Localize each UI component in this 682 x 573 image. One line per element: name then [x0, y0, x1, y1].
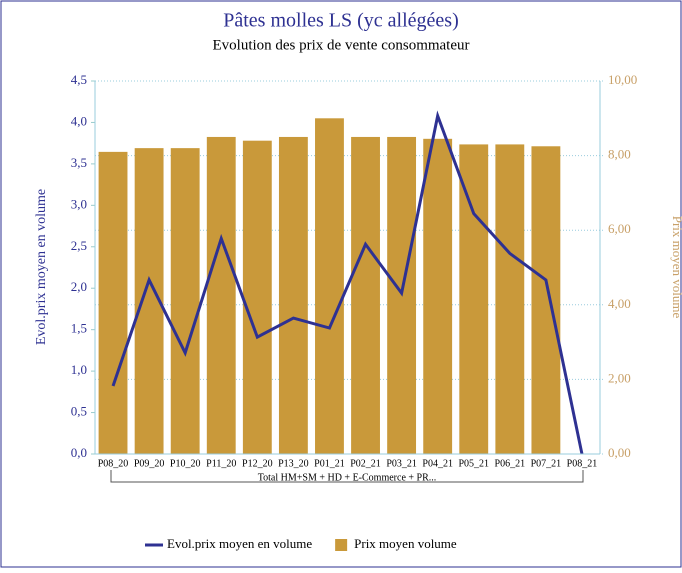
y-tick-label: 3,5 — [71, 155, 87, 170]
x-tick-label: P09_20 — [134, 458, 165, 469]
legend-label: Prix moyen volume — [354, 536, 457, 551]
y2-tick-label: 4,00 — [608, 296, 631, 311]
x-tick-label: P04_21 — [422, 458, 453, 469]
chart-subtitle: Evolution des prix de vente consommateur — [212, 37, 469, 53]
bar — [531, 146, 561, 454]
y-tick-label: 3,0 — [71, 196, 87, 211]
x-tick-label: P07_21 — [531, 458, 562, 469]
bar — [278, 136, 308, 454]
x-tick-label: P03_21 — [386, 458, 417, 469]
y2-tick-label: 0,00 — [608, 445, 631, 460]
bar — [315, 118, 344, 455]
x-tick-label: P08_21 — [567, 458, 598, 469]
x-tick-label: P02_21 — [350, 458, 381, 469]
legend-swatch — [335, 539, 348, 551]
y2-tick-label: 2,00 — [608, 370, 631, 385]
y-tick-label: 2,5 — [71, 238, 87, 253]
x-group-bracket — [110, 470, 584, 483]
bar — [206, 136, 236, 454]
bar — [98, 151, 128, 454]
bar — [242, 140, 272, 454]
x-tick-label: P06_21 — [495, 458, 526, 469]
y2-tick-label: 6,00 — [608, 221, 631, 236]
bar — [459, 144, 489, 454]
y-tick-label: 4,0 — [71, 113, 87, 128]
y-tick-label: 1,5 — [71, 321, 87, 336]
x-tick-label: P12_20 — [242, 458, 273, 469]
bar — [423, 138, 453, 454]
y-axis-label: Evol.prix moyen en volume — [34, 189, 49, 345]
line — [111, 110, 584, 455]
y-tick-label: 0,5 — [71, 404, 87, 419]
bar — [495, 144, 525, 454]
y-tick-label: 2,0 — [71, 279, 87, 294]
y-tick-label: 0,0 — [71, 445, 87, 460]
y-tick-label: 1,0 — [71, 362, 87, 377]
bar — [170, 148, 200, 454]
x-tick-label: P08_20 — [98, 458, 129, 469]
chart-title: Pâtes molles LS (yc allégées) — [223, 10, 459, 32]
x-tick-label: P05_21 — [458, 458, 489, 469]
y-tick-label: 4,5 — [71, 72, 87, 87]
x-tick-label: P11_20 — [206, 458, 236, 469]
y2-axis-label: Prix moyen volume — [670, 216, 682, 319]
x-tick-label: P01_21 — [314, 458, 345, 469]
x-tick-label: P13_20 — [278, 458, 309, 469]
y2-tick-label: 10,00 — [608, 72, 637, 87]
x-group-label: Total HM+SM + HD + E-Commerce + PR... — [258, 472, 437, 483]
bar — [351, 136, 380, 454]
legend-label: Evol.prix moyen en volume — [167, 536, 312, 551]
x-tick-label: P10_20 — [170, 458, 201, 469]
y2-tick-label: 8,00 — [608, 147, 631, 162]
